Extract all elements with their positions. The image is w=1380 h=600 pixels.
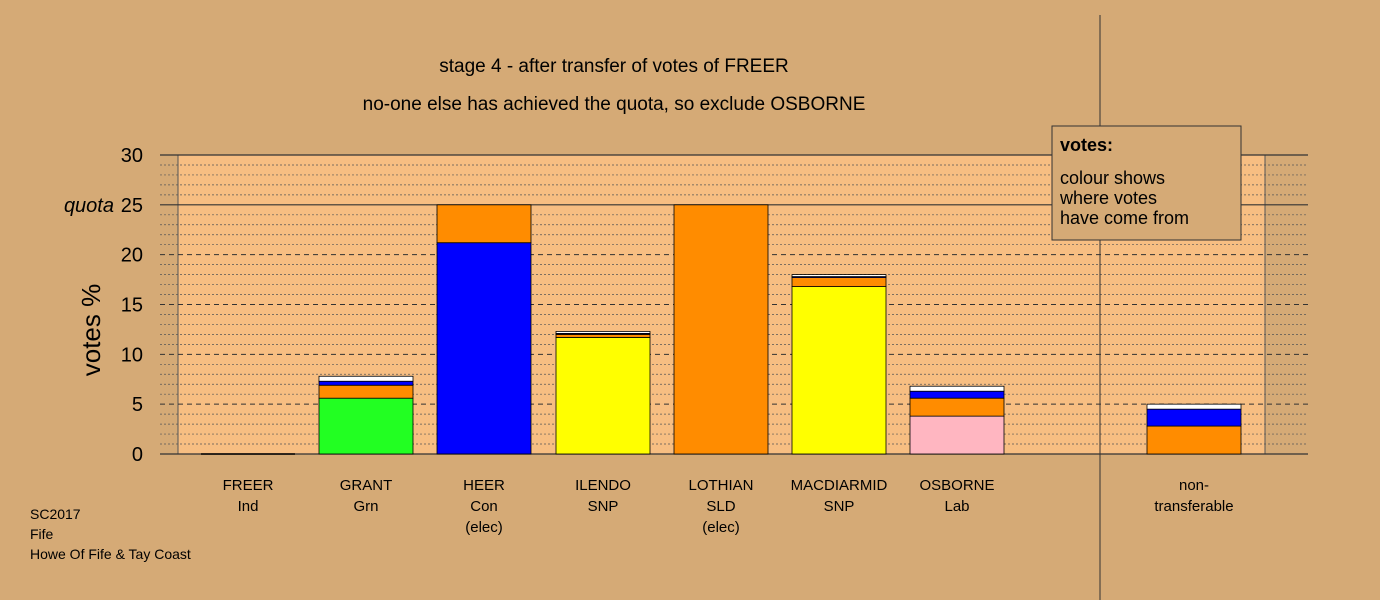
x-category-label: SNP [588, 498, 619, 515]
bar-segment-snp [555, 336, 651, 455]
y-tick-label: 20 [121, 245, 143, 267]
x-category-label: transferable [1154, 498, 1233, 515]
footer-line: Fife [30, 526, 54, 542]
bar-segment-ind [909, 385, 1005, 392]
footer-line: Howe Of Fife & Tay Coast [30, 546, 191, 562]
x-category-label: Con [470, 498, 498, 515]
bar-segment-sld [673, 204, 769, 455]
bar-segment-sld [909, 397, 1005, 417]
legend-heading: votes: [1060, 135, 1113, 155]
bar-segment-con [909, 390, 1005, 399]
x-category-label: SNP [824, 498, 855, 515]
bar-segment-lab [909, 415, 1005, 455]
bar-segment-ind [791, 274, 887, 277]
y-tick-label: 10 [121, 344, 143, 366]
x-category-label: MACDIARMID [791, 477, 888, 494]
x-category-label: LOTHIAN [688, 477, 753, 494]
y-tick-label: 15 [121, 295, 143, 317]
bar-segment-con [436, 242, 532, 455]
bar-segment-ind [318, 375, 414, 382]
chart-title: stage 4 - after transfer of votes of FRE… [439, 56, 789, 77]
x-category-label: Grn [353, 498, 378, 515]
legend-box: votes: colour shows where votes have com… [1051, 125, 1242, 241]
bar-segment-con [318, 380, 414, 386]
bar-segment-sld [555, 333, 651, 338]
y-tick-label: 5 [132, 394, 143, 416]
bars [201, 204, 1242, 455]
x-category-label: SLD [706, 498, 735, 515]
legend-line: where votes [1059, 188, 1157, 208]
bar-segment-sld [791, 277, 887, 287]
y-axis: 0 5 10 15 20 25 30 [121, 145, 143, 466]
bar-segment-sld [436, 204, 532, 244]
y-tick-label: 25 [121, 195, 143, 217]
quota-label: quota [64, 195, 114, 217]
y-tick-label: 0 [132, 444, 143, 466]
bar-segment-sld [318, 384, 414, 399]
footer-line: SC2017 [30, 506, 81, 522]
x-category-label: Lab [944, 498, 969, 515]
y-axis-label: votes % [76, 284, 106, 377]
x-category-label: HEER [463, 477, 505, 494]
bar-segment-snp [791, 286, 887, 455]
x-category-label: (elec) [465, 519, 503, 536]
bar-segment-grn [318, 397, 414, 455]
x-category-label: ILENDO [575, 477, 631, 494]
legend-line: have come from [1060, 208, 1189, 228]
chart-subtitle: no-one else has achieved the quota, so e… [363, 94, 866, 115]
legend-line: colour shows [1060, 168, 1165, 188]
y-tick-label: 30 [121, 145, 143, 167]
x-category-label: GRANT [340, 477, 393, 494]
x-category-label: (elec) [702, 519, 740, 536]
x-category-label: OSBORNE [919, 477, 994, 494]
bar-segment-ind [555, 331, 651, 334]
x-category-label: Ind [238, 498, 259, 515]
bar-segment-sld [1146, 425, 1242, 455]
bar-segment-con [1146, 408, 1242, 427]
x-axis-labels: FREER Ind GRANT Grn HEER Con (elec) ILENDO SNP LO… [223, 477, 1234, 536]
x-category-label: FREER [223, 477, 274, 494]
x-category-label: non- [1179, 477, 1209, 494]
bar-segment-ind [1146, 403, 1242, 410]
